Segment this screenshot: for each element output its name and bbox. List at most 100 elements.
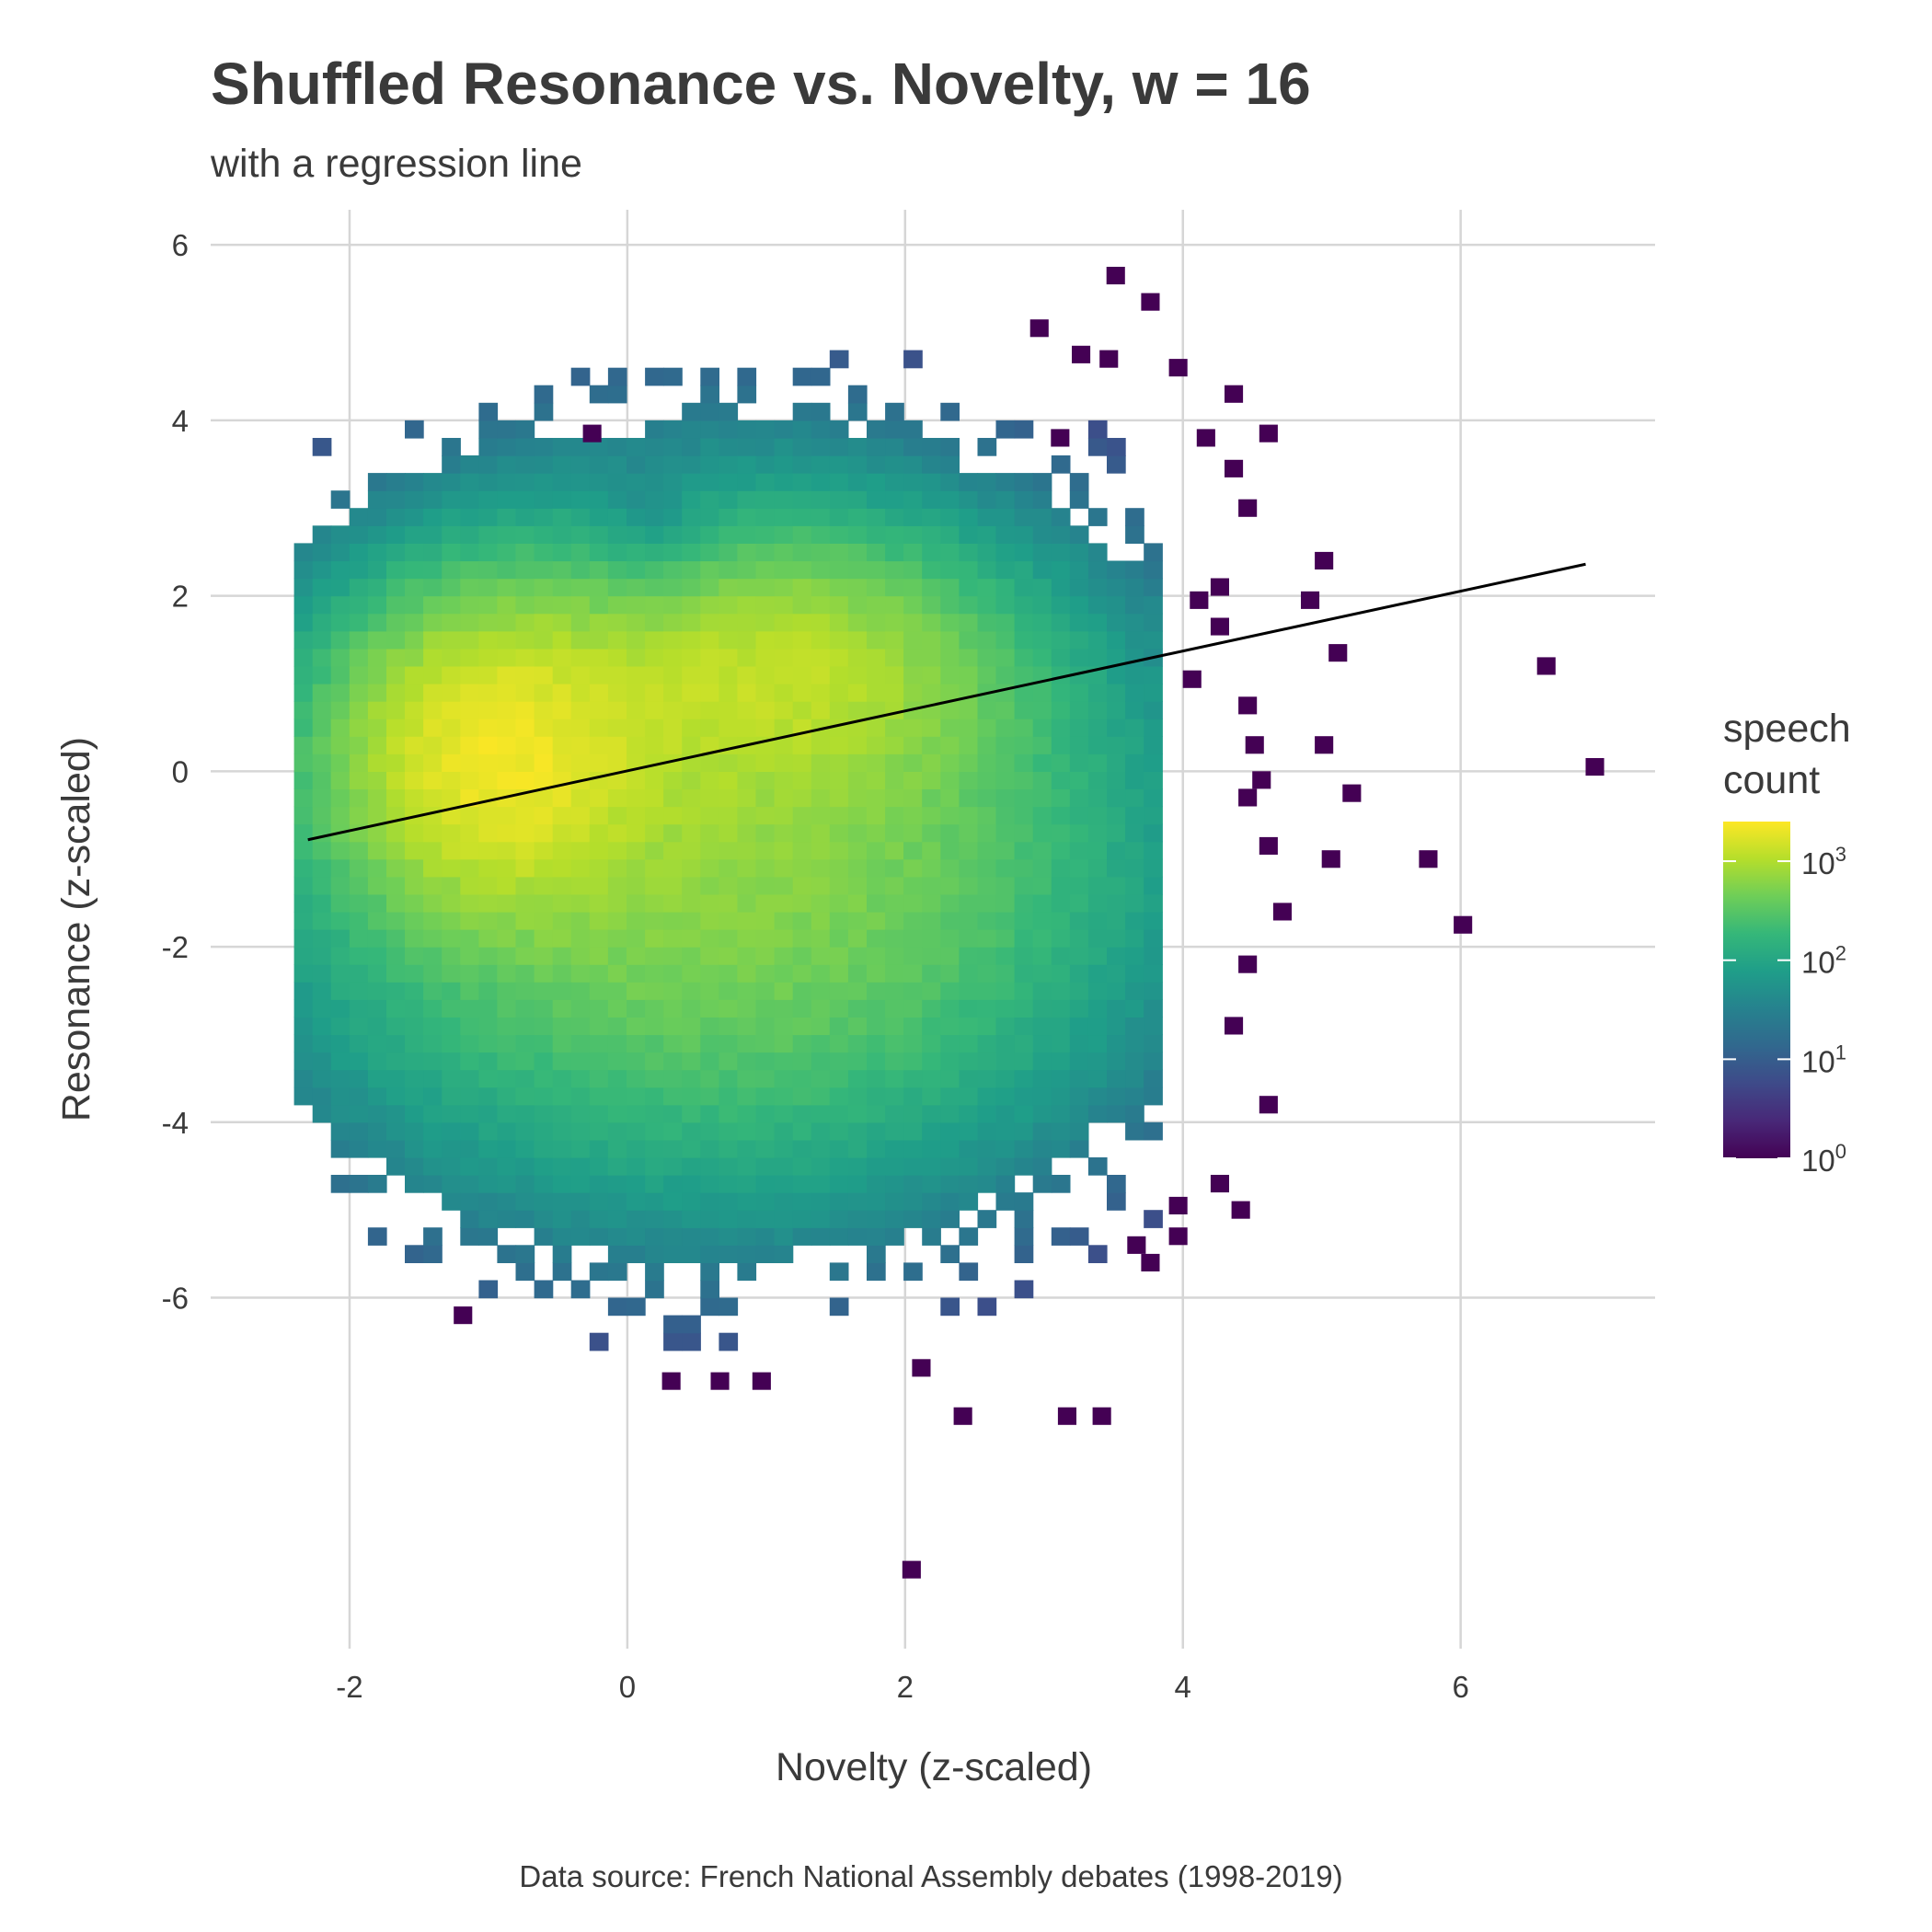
heatmap-bin <box>885 1104 904 1123</box>
heatmap-bin <box>811 806 831 825</box>
heatmap-bin <box>847 1157 868 1176</box>
heatmap-bin <box>867 648 886 667</box>
heatmap-bin <box>349 543 369 562</box>
heatmap-bin <box>811 771 831 789</box>
heatmap-bin <box>367 736 387 754</box>
heatmap-bin <box>737 999 757 1018</box>
heatmap-bin <box>330 753 351 772</box>
heatmap-bin <box>847 613 868 632</box>
heatmap-bin <box>847 736 868 754</box>
heatmap-bin <box>700 982 719 1000</box>
heatmap-bin <box>645 613 664 632</box>
heatmap-bin <box>755 929 776 948</box>
heatmap-bin <box>460 736 479 754</box>
heatmap-bin <box>774 438 794 456</box>
heatmap-bin <box>515 736 535 754</box>
heatmap-bin <box>1087 982 1108 1000</box>
heatmap-bin <box>423 719 443 737</box>
heatmap-bin <box>977 1087 997 1106</box>
heatmap-bin <box>977 508 997 526</box>
heatmap-bin <box>1144 1210 1163 1228</box>
heatmap-bin <box>442 1087 461 1106</box>
heatmap-bin <box>867 1121 886 1141</box>
heatmap-bin <box>627 543 646 562</box>
heatmap-bin <box>423 630 443 650</box>
heatmap-bin <box>405 1157 424 1176</box>
heatmap-bin <box>977 490 997 509</box>
heatmap-bin <box>607 753 627 772</box>
heatmap-bin <box>330 1034 351 1053</box>
heatmap-bin <box>460 982 479 1000</box>
heatmap-bin <box>922 841 941 860</box>
heatmap-bin <box>405 911 424 930</box>
heatmap-bin <box>349 1139 369 1158</box>
heatmap-bin <box>386 982 406 1000</box>
heatmap-bin <box>460 1034 479 1053</box>
heatmap-bin <box>1107 455 1126 474</box>
heatmap-bin <box>589 595 609 615</box>
heatmap-bin <box>1125 1104 1144 1123</box>
heatmap-bin <box>774 1121 794 1141</box>
heatmap-bin <box>1014 1280 1034 1299</box>
heatmap-bin <box>1087 508 1108 526</box>
heatmap-bin <box>682 1332 701 1351</box>
heatmap-bin <box>922 753 941 772</box>
heatmap-bin <box>534 1175 554 1193</box>
heatmap-bin <box>903 841 923 860</box>
heatmap-bin <box>903 525 923 544</box>
heatmap-bin <box>1087 1157 1108 1176</box>
heatmap-bin <box>1051 753 1071 772</box>
heatmap-bin <box>811 876 831 895</box>
heatmap-bin <box>478 1175 499 1193</box>
heatmap-bin <box>1069 841 1089 860</box>
heatmap-bin <box>977 753 997 772</box>
heatmap-bin <box>534 911 554 930</box>
heatmap-bin <box>755 771 776 789</box>
heatmap-bin <box>1032 929 1052 948</box>
heatmap-outlier-bin <box>1127 1236 1146 1254</box>
heatmap-outlier-bin <box>1238 788 1258 807</box>
heatmap-bin <box>478 1052 499 1071</box>
heatmap-bin <box>940 1069 960 1088</box>
heatmap-bin <box>627 1210 646 1228</box>
heatmap-bin <box>589 684 609 702</box>
heatmap-bin <box>386 1034 406 1053</box>
heatmap-bin <box>1051 788 1071 808</box>
heatmap-bin <box>515 1245 535 1263</box>
heatmap-bin <box>829 560 849 580</box>
heatmap-bin <box>478 911 499 930</box>
heatmap-bin <box>442 964 461 983</box>
heatmap-bin <box>867 876 886 895</box>
heatmap-bin <box>977 999 997 1018</box>
heatmap-bin <box>1014 823 1034 843</box>
heatmap-bin <box>663 947 683 965</box>
heatmap-bin <box>719 1192 739 1211</box>
heatmap-bin <box>534 823 554 843</box>
heatmap-bin <box>959 806 979 825</box>
heatmap-bin <box>755 858 776 878</box>
heatmap-bin <box>534 455 554 474</box>
heatmap-bin <box>645 806 664 825</box>
heatmap-bin <box>460 876 479 895</box>
heatmap-bin <box>792 1139 812 1158</box>
heatmap-bin <box>405 823 424 843</box>
heatmap-bin <box>1014 665 1034 684</box>
heatmap-bin <box>829 736 849 754</box>
heatmap-bin <box>663 490 683 509</box>
heatmap-bin <box>293 578 314 597</box>
heatmap-bin <box>534 1121 554 1141</box>
heatmap-bin <box>497 630 517 650</box>
heatmap-bin <box>867 947 886 965</box>
heatmap-bin <box>1087 420 1108 439</box>
heatmap-bin <box>977 560 997 580</box>
heatmap-bin <box>940 665 960 684</box>
heatmap-bin <box>995 595 1016 615</box>
heatmap-bin <box>867 613 886 632</box>
heatmap-outlier-bin <box>1051 429 1070 447</box>
heatmap-bin <box>737 947 757 965</box>
heatmap-bin <box>552 630 572 650</box>
heatmap-bin <box>312 1087 332 1106</box>
heatmap-bin <box>1014 1121 1034 1141</box>
heatmap-bin <box>478 753 499 772</box>
heatmap-bin <box>977 964 997 983</box>
